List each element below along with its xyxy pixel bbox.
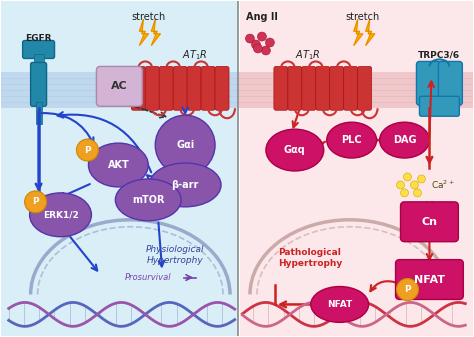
- Bar: [36, 102, 42, 124]
- FancyBboxPatch shape: [302, 66, 316, 110]
- Text: TRPC3/6: TRPC3/6: [419, 51, 460, 60]
- Bar: [239, 72, 474, 108]
- Ellipse shape: [29, 193, 91, 237]
- FancyBboxPatch shape: [417, 61, 440, 105]
- FancyBboxPatch shape: [23, 40, 55, 58]
- FancyBboxPatch shape: [131, 66, 145, 110]
- Ellipse shape: [380, 122, 429, 158]
- Circle shape: [410, 181, 419, 189]
- FancyBboxPatch shape: [159, 66, 173, 110]
- FancyBboxPatch shape: [358, 66, 372, 110]
- Circle shape: [76, 139, 99, 161]
- Circle shape: [155, 115, 215, 175]
- Ellipse shape: [115, 179, 181, 221]
- FancyBboxPatch shape: [31, 62, 46, 106]
- Circle shape: [246, 34, 255, 43]
- Ellipse shape: [266, 129, 324, 171]
- Circle shape: [265, 38, 274, 47]
- Polygon shape: [366, 20, 375, 45]
- Ellipse shape: [311, 286, 369, 323]
- Text: Ca$^{2+}$: Ca$^{2+}$: [431, 179, 455, 191]
- Polygon shape: [139, 20, 148, 45]
- FancyBboxPatch shape: [201, 66, 215, 110]
- Text: P: P: [404, 285, 411, 294]
- Text: EGFR: EGFR: [25, 34, 52, 43]
- FancyBboxPatch shape: [395, 259, 463, 300]
- Text: Pathological
Hypertrophy: Pathological Hypertrophy: [278, 248, 342, 268]
- Ellipse shape: [149, 163, 221, 207]
- Circle shape: [262, 46, 270, 55]
- Text: Prosurvival: Prosurvival: [125, 273, 172, 282]
- Text: stretch: stretch: [346, 12, 380, 22]
- Circle shape: [413, 189, 421, 197]
- FancyBboxPatch shape: [173, 66, 187, 110]
- Polygon shape: [151, 20, 160, 45]
- Text: P: P: [32, 197, 39, 206]
- Polygon shape: [240, 1, 474, 336]
- Text: NFAT: NFAT: [414, 275, 445, 284]
- Circle shape: [254, 44, 263, 53]
- Circle shape: [418, 175, 426, 183]
- FancyBboxPatch shape: [96, 66, 142, 106]
- Text: AKT: AKT: [108, 160, 129, 170]
- Circle shape: [257, 32, 266, 41]
- Text: P: P: [84, 146, 91, 155]
- FancyBboxPatch shape: [145, 66, 159, 110]
- Text: DAG: DAG: [393, 135, 416, 145]
- FancyBboxPatch shape: [330, 66, 344, 110]
- Bar: [34, 55, 44, 66]
- Text: NFAT: NFAT: [327, 300, 352, 309]
- Bar: [0, 72, 238, 108]
- Text: Ang II: Ang II: [246, 12, 278, 22]
- Text: Cn: Cn: [421, 217, 438, 227]
- FancyBboxPatch shape: [288, 66, 302, 110]
- Text: ERK1/2: ERK1/2: [43, 210, 78, 219]
- FancyBboxPatch shape: [401, 202, 458, 242]
- Text: stretch: stretch: [131, 12, 165, 22]
- FancyBboxPatch shape: [344, 66, 358, 110]
- FancyBboxPatch shape: [316, 66, 330, 110]
- FancyBboxPatch shape: [274, 66, 288, 110]
- Text: Gαq: Gαq: [284, 145, 306, 155]
- Text: $AT_1R$: $AT_1R$: [295, 49, 320, 62]
- FancyBboxPatch shape: [438, 61, 462, 105]
- Circle shape: [401, 189, 409, 197]
- Text: mTOR: mTOR: [132, 195, 164, 205]
- FancyBboxPatch shape: [187, 66, 201, 110]
- FancyBboxPatch shape: [419, 96, 459, 116]
- Text: Physiological
Hypertrophy: Physiological Hypertrophy: [146, 245, 204, 265]
- Circle shape: [25, 191, 46, 213]
- Text: Gαi: Gαi: [176, 140, 194, 150]
- Ellipse shape: [327, 122, 376, 158]
- Text: AC: AC: [111, 81, 128, 91]
- Text: $AT_1R$: $AT_1R$: [182, 49, 208, 62]
- Circle shape: [403, 173, 411, 181]
- Polygon shape: [354, 20, 363, 45]
- Ellipse shape: [89, 143, 148, 187]
- Circle shape: [397, 279, 419, 301]
- Text: β-arr: β-arr: [172, 180, 199, 190]
- Text: PLC: PLC: [341, 135, 362, 145]
- Polygon shape: [0, 1, 237, 336]
- Circle shape: [252, 40, 260, 49]
- FancyBboxPatch shape: [215, 66, 229, 110]
- Circle shape: [397, 181, 404, 189]
